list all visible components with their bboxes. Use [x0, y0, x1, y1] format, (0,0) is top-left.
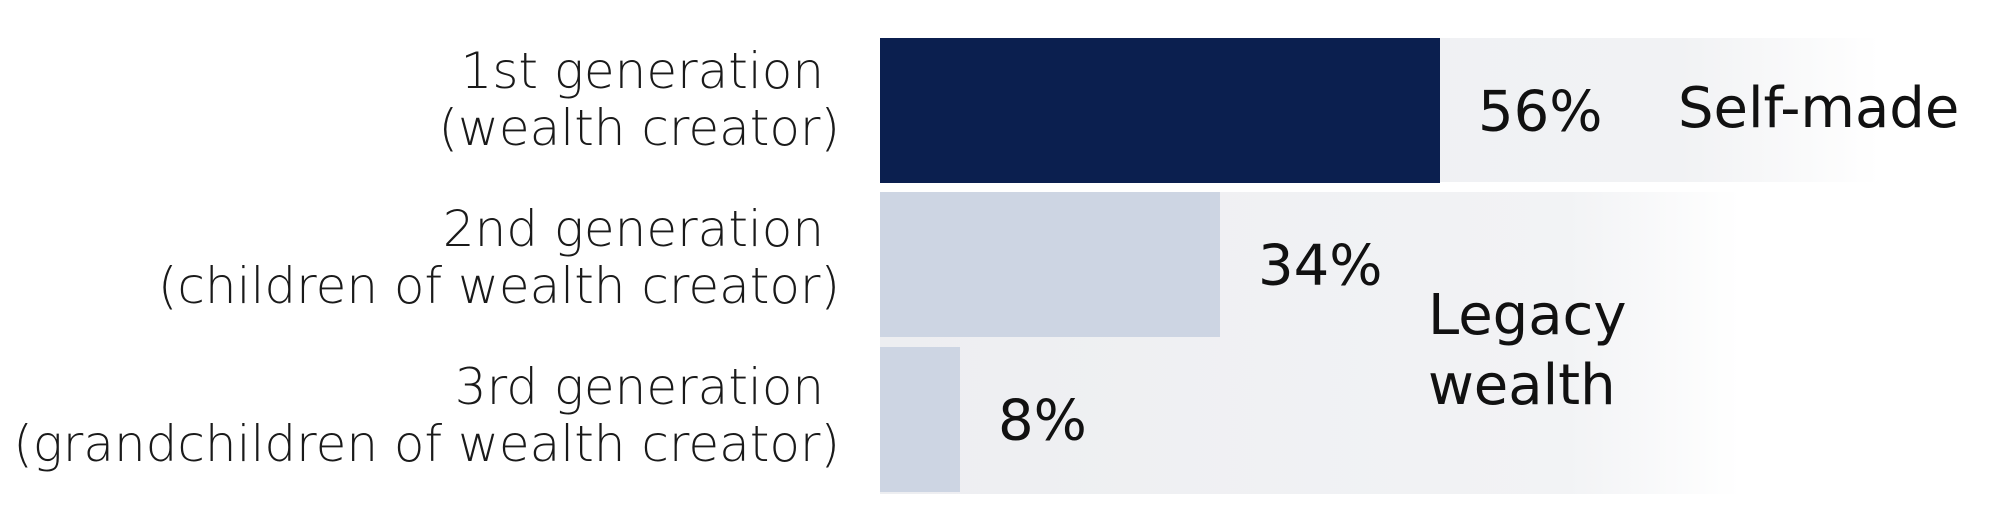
- bar-group: [880, 38, 1440, 492]
- category-label-1-line-1: 1st generation: [461, 42, 825, 100]
- category-label-3: 3rd generation (grandchildren of wealth …: [13, 358, 840, 473]
- category-label-3-line-2: (grandchildren of wealth creator): [13, 415, 840, 473]
- category-label-1-line-2: (wealth creator): [439, 99, 841, 157]
- self-made-label: Self-made: [1678, 76, 1959, 141]
- category-label-1: 1st generation (wealth creator): [439, 42, 841, 157]
- bar-3: [880, 347, 960, 492]
- bar-2: [880, 192, 1220, 337]
- value-label-2: 34%: [1258, 234, 1382, 299]
- legacy-wealth-label-line-2: wealth: [1428, 353, 1616, 418]
- category-labels: 1st generation (wealth creator) 2nd gene…: [13, 42, 840, 473]
- value-label-1: 56%: [1478, 80, 1602, 145]
- category-label-2-line-2: (children of wealth creator): [158, 257, 840, 315]
- legacy-wealth-label-line-1: Legacy: [1428, 283, 1626, 348]
- value-label-3: 8%: [998, 389, 1087, 454]
- value-labels: 56% 34% 8%: [998, 80, 1602, 454]
- category-label-2: 2nd generation (children of wealth creat…: [158, 200, 840, 315]
- bar-1: [880, 38, 1440, 183]
- legacy-wealth-label: Legacy wealth: [1428, 283, 1644, 418]
- self-made-label-line-1: Self-made: [1678, 76, 1959, 141]
- category-label-2-line-1: 2nd generation: [443, 200, 824, 258]
- category-label-3-line-1: 3rd generation: [455, 358, 824, 416]
